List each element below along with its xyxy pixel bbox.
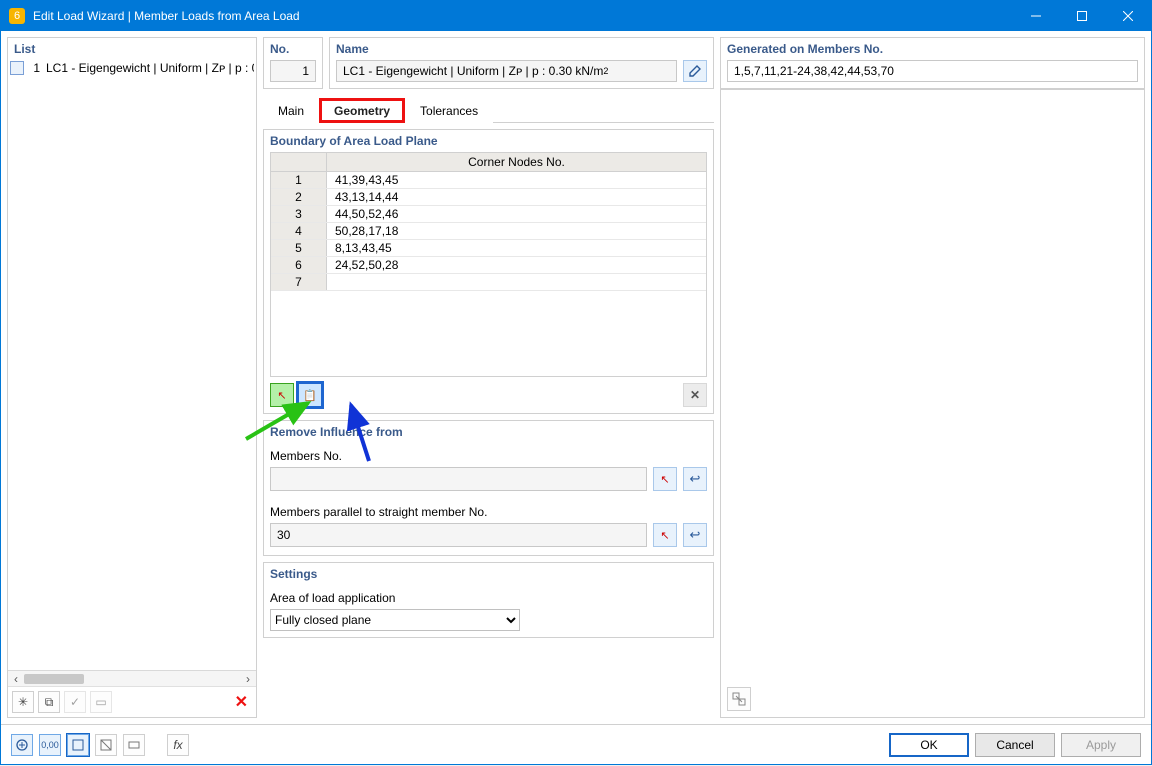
undo-icon	[690, 527, 701, 543]
table-row[interactable]: 450,28,17,18	[271, 223, 706, 240]
dialog-bottombar: 0,00 fx OK Cancel Apply	[1, 724, 1151, 764]
edit-name-button[interactable]	[683, 60, 707, 82]
table-row[interactable]: 243,13,14,44	[271, 189, 706, 206]
row-value[interactable]: 44,50,52,46	[327, 206, 706, 222]
units-button[interactable]: 0,00	[39, 734, 61, 756]
pick-icon	[660, 528, 669, 542]
maximize-button[interactable]	[1059, 1, 1105, 31]
pick-icon	[277, 388, 286, 402]
row-index: 2	[271, 189, 327, 205]
preview-tool-button[interactable]	[727, 687, 751, 711]
remove-title: Remove Influence from	[270, 425, 707, 439]
generated-value: 1,5,7,11,21-24,38,42,44,53,70	[727, 60, 1138, 82]
pick-icon	[660, 472, 669, 486]
pick-parallel-button[interactable]	[653, 523, 677, 547]
clear-boundary-button[interactable]: ✕	[683, 383, 707, 407]
table-row[interactable]: 58,13,43,45	[271, 240, 706, 257]
area-select[interactable]: Fully closed plane	[270, 609, 520, 631]
paste-icon	[303, 388, 317, 402]
row-index: 3	[271, 206, 327, 222]
members-parallel-label: Members parallel to straight member No.	[270, 505, 707, 519]
check-item-button[interactable]: ✓	[64, 691, 86, 713]
table-row[interactable]: 624,52,50,28	[271, 257, 706, 274]
tabs: Main Geometry Tolerances	[263, 97, 714, 123]
help-button[interactable]	[11, 734, 33, 756]
reset-parallel-button[interactable]	[683, 523, 707, 547]
no-group: No. 1	[263, 37, 323, 89]
list-item-checkbox[interactable]	[10, 61, 24, 75]
name-label: Name	[336, 42, 707, 56]
list-header: List	[8, 38, 256, 60]
misc-item-button[interactable]: ▭	[90, 691, 112, 713]
members-parallel-input[interactable]: 30	[270, 523, 647, 547]
row-index: 6	[271, 257, 327, 273]
view-toggle-3[interactable]	[123, 734, 145, 756]
list-toolbar: ✳ ⧉ ✓ ▭ ✕	[8, 686, 256, 717]
minimize-button[interactable]	[1013, 1, 1059, 31]
paste-nodes-button[interactable]	[298, 383, 322, 407]
table-row[interactable]: 7	[271, 274, 706, 291]
boundary-table[interactable]: Corner Nodes No. 141,39,43,45243,13,14,4…	[270, 152, 707, 377]
boundary-title: Boundary of Area Load Plane	[270, 134, 707, 148]
delete-item-button[interactable]: ✕	[235, 692, 252, 712]
row-value[interactable]: 8,13,43,45	[327, 240, 706, 256]
no-value: 1	[270, 60, 316, 82]
area-label: Area of load application	[270, 591, 707, 605]
view-toggle-1[interactable]	[67, 734, 89, 756]
settings-title: Settings	[270, 567, 707, 581]
generated-label: Generated on Members No.	[727, 42, 1138, 56]
tab-main[interactable]: Main	[263, 98, 319, 123]
list-item-index: 1	[26, 61, 44, 75]
row-value[interactable]: 41,39,43,45	[327, 172, 706, 188]
calc-button[interactable]: fx	[167, 734, 189, 756]
tab-tolerances[interactable]: Tolerances	[405, 98, 493, 123]
new-item-button[interactable]: ✳	[12, 691, 34, 713]
duplicate-item-button[interactable]: ⧉	[38, 691, 60, 713]
horizontal-scrollbar[interactable]: ‹ ›	[8, 670, 256, 686]
no-label: No.	[270, 42, 316, 56]
row-value[interactable]	[327, 274, 706, 290]
settings-group: Settings Area of load application Fully …	[263, 562, 714, 638]
table-row[interactable]: 344,50,52,46	[271, 206, 706, 223]
name-group: Name LC1 - Eigengewicht | Uniform | Zᴘ |…	[329, 37, 714, 89]
boundary-col-header: Corner Nodes No.	[327, 153, 706, 171]
view-toggle-2[interactable]	[95, 734, 117, 756]
row-value[interactable]: 24,52,50,28	[327, 257, 706, 273]
app-icon: 6	[9, 8, 25, 24]
scroll-right-icon[interactable]: ›	[240, 671, 256, 687]
undo-icon	[690, 471, 701, 487]
row-value[interactable]: 50,28,17,18	[327, 223, 706, 239]
list-item-label: LC1 - Eigengewicht | Uniform | Zᴘ | p : …	[46, 61, 254, 75]
boundary-group: Boundary of Area Load Plane Corner Nodes…	[263, 129, 714, 414]
row-value[interactable]: 43,13,14,44	[327, 189, 706, 205]
close-button[interactable]	[1105, 1, 1151, 31]
scroll-left-icon[interactable]: ‹	[8, 671, 24, 687]
remove-influence-group: Remove Influence from Members No. Member…	[263, 420, 714, 556]
cancel-button[interactable]: Cancel	[975, 733, 1055, 757]
table-row[interactable]: 141,39,43,45	[271, 172, 706, 189]
row-index: 1	[271, 172, 327, 188]
name-value: LC1 - Eigengewicht | Uniform | Zᴘ | p : …	[336, 60, 677, 82]
list-panel: List 1 LC1 - Eigengewicht | Uniform | Zᴘ…	[7, 37, 257, 718]
preview-pane	[720, 89, 1145, 718]
list-item[interactable]: 1 LC1 - Eigengewicht | Uniform | Zᴘ | p …	[8, 60, 256, 76]
titlebar: 6 Edit Load Wizard | Member Loads from A…	[1, 1, 1151, 31]
members-no-label: Members No.	[270, 449, 707, 463]
ok-button[interactable]: OK	[889, 733, 969, 757]
row-index: 5	[271, 240, 327, 256]
pick-nodes-button[interactable]	[270, 383, 294, 407]
pick-members-button[interactable]	[653, 467, 677, 491]
members-no-input[interactable]	[270, 467, 647, 491]
apply-button[interactable]: Apply	[1061, 733, 1141, 757]
row-index: 4	[271, 223, 327, 239]
generated-group: Generated on Members No. 1,5,7,11,21-24,…	[720, 37, 1145, 89]
reset-members-button[interactable]	[683, 467, 707, 491]
window-title: Edit Load Wizard | Member Loads from Are…	[33, 9, 300, 23]
tab-geometry[interactable]: Geometry	[319, 98, 405, 123]
row-index: 7	[271, 274, 327, 290]
